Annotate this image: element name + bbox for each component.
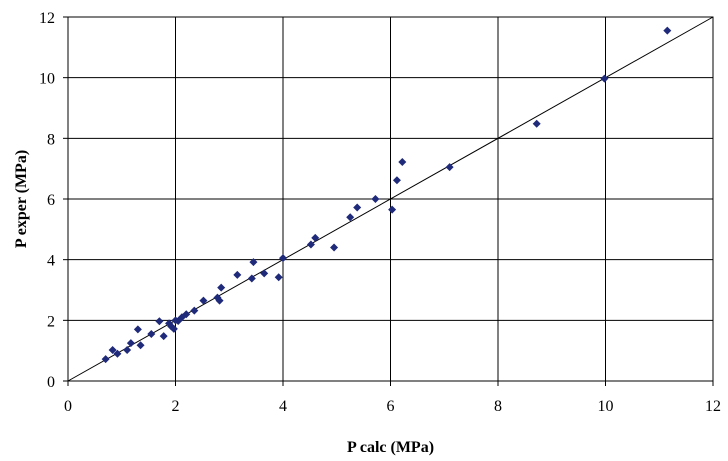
y-tick-label: 0 — [47, 374, 55, 391]
data-point — [274, 273, 283, 282]
data-point — [126, 339, 135, 348]
x-axis-title: P calc (MPa) — [347, 439, 434, 456]
data-point — [215, 296, 224, 305]
data-point — [133, 325, 142, 334]
data-point — [101, 355, 110, 364]
data-point — [306, 240, 315, 249]
x-tick-label: 12 — [705, 398, 721, 415]
y-tick-label: 8 — [47, 131, 55, 148]
data-point — [600, 74, 609, 83]
data-point — [353, 203, 362, 212]
data-point — [346, 213, 355, 222]
data-point — [532, 119, 541, 128]
data-point — [311, 233, 320, 242]
data-point — [371, 195, 380, 203]
y-axis-title: P exper (MPa) — [13, 150, 30, 248]
data-point — [330, 243, 339, 252]
data-point — [663, 26, 672, 35]
y-tick-label: 6 — [47, 192, 55, 209]
data-point — [199, 296, 208, 305]
x-tick-label: 6 — [387, 398, 395, 415]
data-point — [182, 310, 191, 319]
x-axis-ticks: 0 2 4 6 8 10 12 — [64, 381, 721, 415]
data-point — [247, 274, 256, 283]
data-point — [136, 341, 145, 350]
data-point — [190, 306, 199, 315]
data-point — [113, 349, 122, 358]
x-tick-label: 2 — [172, 398, 180, 415]
data-point — [217, 283, 226, 292]
x-tick-label: 0 — [64, 398, 72, 415]
data-point — [123, 346, 132, 355]
data-points — [101, 26, 672, 364]
data-point — [147, 329, 156, 338]
x-tick-label: 4 — [279, 398, 287, 415]
y-tick-label: 4 — [47, 253, 55, 270]
data-point — [155, 317, 164, 326]
data-point — [392, 176, 401, 185]
x-tick-label: 8 — [494, 398, 502, 415]
y-tick-label: 2 — [47, 313, 55, 330]
data-point — [233, 270, 242, 279]
data-point — [445, 163, 454, 172]
y-tick-label: 10 — [39, 71, 55, 88]
data-point — [108, 346, 117, 355]
y-axis-ticks: 0 2 4 6 8 10 12 — [39, 10, 68, 391]
data-point — [260, 269, 269, 278]
data-point — [159, 332, 168, 341]
data-point — [398, 157, 407, 166]
data-point — [279, 254, 287, 263]
data-point — [249, 258, 258, 267]
data-point — [388, 205, 397, 214]
data-point — [169, 324, 178, 333]
x-tick-label: 10 — [598, 398, 614, 415]
y-tick-label: 12 — [39, 10, 55, 27]
